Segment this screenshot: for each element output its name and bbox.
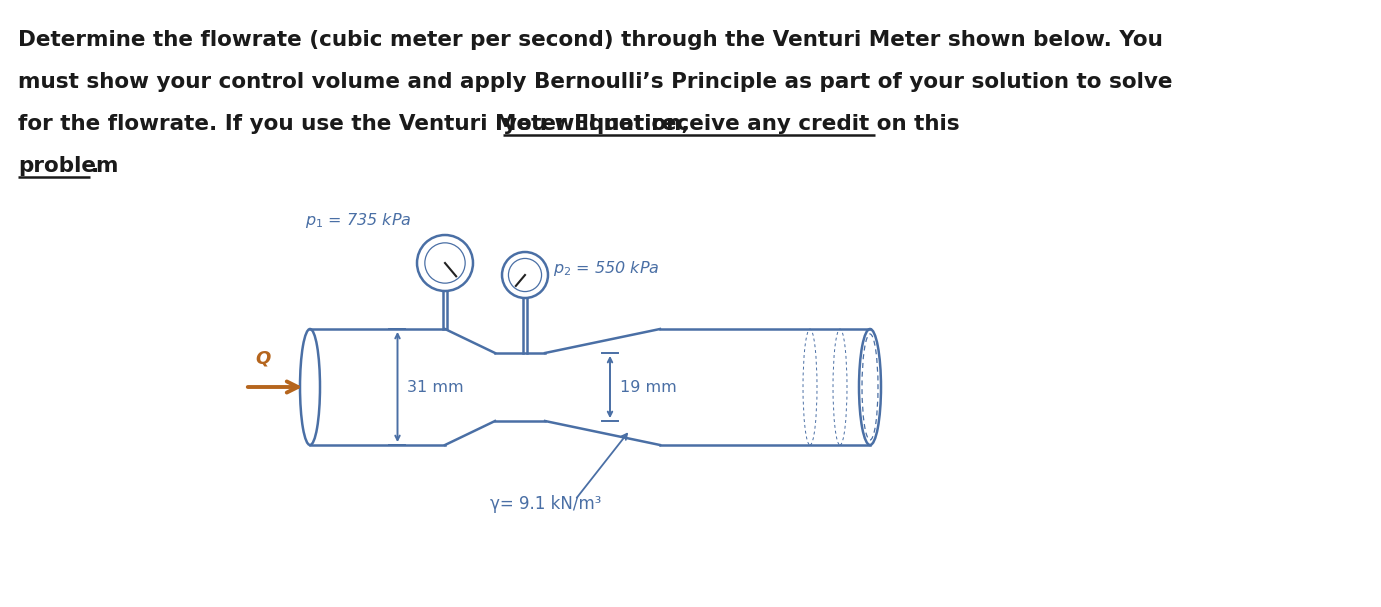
Text: 31 mm: 31 mm [407,379,464,395]
Text: 19 mm: 19 mm [620,379,677,395]
Text: .: . [91,156,99,176]
Text: Q: Q [255,349,271,367]
Text: $p_2$ = 550 kPa: $p_2$ = 550 kPa [552,259,660,277]
Text: for the flowrate. If you use the Venturi Meter Equation,: for the flowrate. If you use the Venturi… [18,114,697,134]
Text: γ= 9.1 kN/m³: γ= 9.1 kN/m³ [490,495,601,513]
Text: problem: problem [18,156,119,176]
Text: you will not receive any credit on this: you will not receive any credit on this [503,114,960,134]
Text: must show your control volume and apply Bernoulli’s Principle as part of your so: must show your control volume and apply … [18,72,1172,92]
Text: $p_1$ = 735 kPa: $p_1$ = 735 kPa [305,211,412,230]
Text: Determine the flowrate (cubic meter per second) through the Venturi Meter shown : Determine the flowrate (cubic meter per … [18,30,1163,50]
